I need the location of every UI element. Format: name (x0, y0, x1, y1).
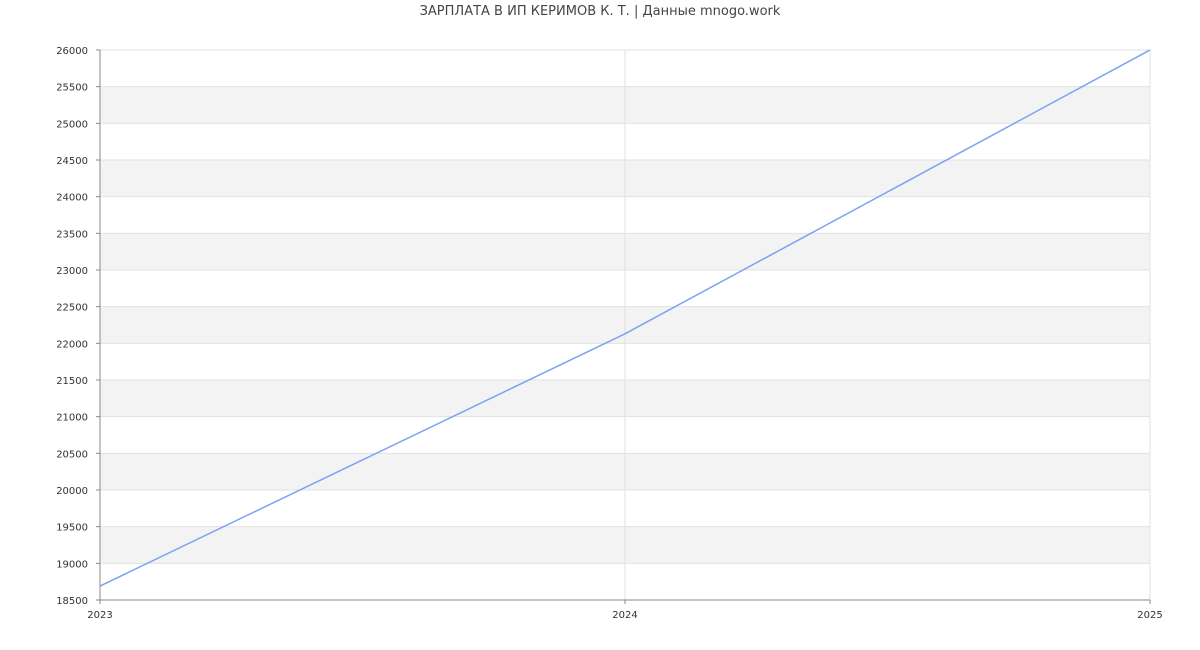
y-tick-label: 24000 (56, 193, 88, 204)
y-tick-label: 23500 (56, 229, 88, 240)
x-tick-label: 2025 (1137, 610, 1162, 621)
y-tick-label: 21500 (56, 376, 88, 387)
y-tick-label: 19500 (56, 523, 88, 534)
y-tick-label: 20500 (56, 449, 88, 460)
y-tick-label: 23000 (56, 266, 88, 277)
y-tick-label: 22000 (56, 339, 88, 350)
y-tick-label: 18500 (56, 596, 88, 607)
y-tick-label: 21000 (56, 413, 88, 424)
y-tick-label: 22500 (56, 303, 88, 314)
y-tick-label: 24500 (56, 156, 88, 167)
y-tick-label: 25500 (56, 83, 88, 94)
y-tick-label: 26000 (56, 46, 88, 57)
y-tick-label: 20000 (56, 486, 88, 497)
x-tick-label: 2024 (612, 610, 637, 621)
y-tick-label: 19000 (56, 559, 88, 570)
chart-title: ЗАРПЛАТА В ИП КЕРИМОВ К. Т. | Данные mno… (419, 4, 781, 19)
series-line (99, 49, 1151, 587)
y-tick-label: 25000 (56, 119, 88, 130)
x-tick-label: 2023 (87, 610, 112, 621)
